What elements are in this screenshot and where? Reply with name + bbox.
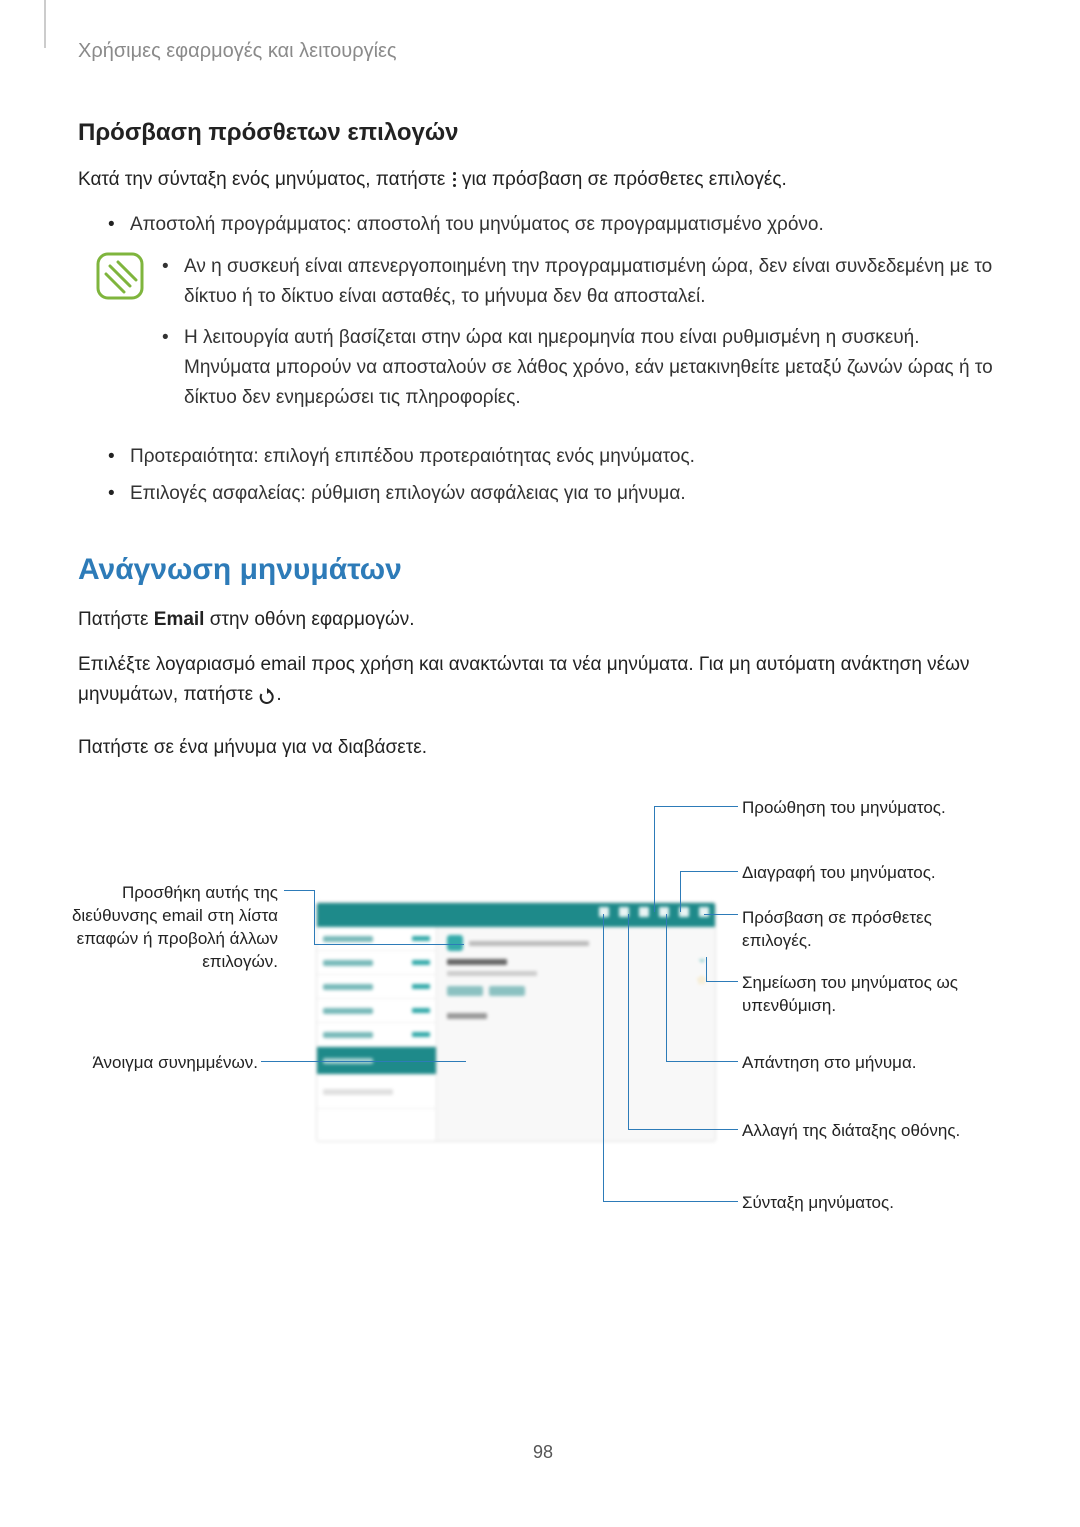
callout-flag: Σημείωση του μηνύματος ως υπενθύμιση.: [742, 972, 962, 1018]
leader-line: [680, 871, 681, 912]
leader-line: [666, 1061, 738, 1062]
leader-line: [628, 1129, 738, 1130]
option-security-label: Επιλογές ασφαλείας: [130, 483, 301, 504]
screenshot-message-list: [317, 927, 437, 1142]
p1-email-label: Email: [154, 609, 205, 630]
screenshot-message-pane: ⌄ ☆: [437, 927, 715, 1027]
option-priority-desc: : επιλογή επιπέδου προτεραιότητας ενός μ…: [253, 446, 694, 467]
more-menu-icon: [451, 171, 457, 189]
callout-add-contact: Προσθήκη αυτής της διεύθυνσης email στη …: [58, 882, 278, 974]
leader-line: [284, 890, 314, 891]
option-security-desc: : ρύθμιση επιλογών ασφάλειας για το μήνυ…: [301, 483, 686, 504]
intro-paragraph: Κατά την σύνταξη ενός μηνύματος, πατήστε…: [78, 165, 1008, 194]
leader-line: [261, 1061, 466, 1062]
option-schedule-send-desc: : αποστολή του μηνύματος σε προγραμματισ…: [346, 214, 824, 235]
callout-reply: Απάντηση στο μήνυμα.: [742, 1052, 917, 1075]
annotated-screenshot-diagram: ⌄ ☆ Προσθήκη αυτής της διεύθυνσης email …: [58, 782, 978, 1232]
leader-line: [704, 914, 738, 915]
section-heading-read-messages: Ανάγνωση μηνυμάτων: [78, 553, 1008, 587]
note-icon: [96, 252, 144, 300]
note-item-1: Αν η συσκευή είναι απενεργοποιημένη την …: [162, 252, 1008, 313]
leader-line: [314, 890, 315, 944]
callout-layout: Αλλαγή της διάταξης οθόνης.: [742, 1120, 960, 1143]
leader-line: [314, 944, 464, 945]
callout-more-options: Πρόσβαση σε πρόσθετες επιλογές.: [742, 907, 962, 953]
leader-line: [628, 914, 629, 1129]
note-box: Αν η συσκευή είναι απενεργοποιημένη την …: [96, 252, 1008, 424]
p2-text: Επιλέξτε λογαριασμό email προς χρήση και…: [78, 654, 970, 704]
callout-compose: Σύνταξη μηνύματος.: [742, 1192, 894, 1215]
leader-line: [654, 806, 738, 807]
options-list: Αποστολή προγράμματος: αποστολή του μηνύ…: [108, 210, 1008, 239]
list-item: Επιλογές ασφαλείας: ρύθμιση επιλογών ασφ…: [108, 479, 1008, 508]
section-heading-access-options: Πρόσβαση πρόσθετων επιλογών: [78, 119, 1008, 147]
leader-line: [666, 914, 667, 1061]
intro-text-after: για πρόσβαση σε πρόσθετες επιλογές.: [462, 169, 787, 190]
leader-line: [603, 914, 604, 1201]
note-item-2: Η λειτουργία αυτή βασίζεται στην ώρα και…: [162, 323, 1008, 414]
option-schedule-send-label: Αποστολή προγράμματος: [130, 214, 346, 235]
callout-open-attachments: Άνοιγμα συνημμένων.: [58, 1052, 258, 1075]
leader-line: [603, 1201, 738, 1202]
paragraph: Πατήστε σε ένα μήνυμα για να διαβάσετε.: [78, 733, 1008, 762]
list-item: Προτεραιότητα: επιλογή επιπέδου προτεραι…: [108, 442, 1008, 471]
leader-line: [706, 981, 738, 982]
leader-line: [680, 871, 738, 872]
intro-text-before: Κατά την σύνταξη ενός μηνύματος, πατήστε: [78, 169, 451, 190]
p1-after: στην οθόνη εφαρμογών.: [204, 609, 414, 630]
p1-before: Πατήστε: [78, 609, 154, 630]
paragraph: Επιλέξτε λογαριασμό email προς χρήση και…: [78, 650, 1008, 709]
p2-period: .: [276, 684, 281, 705]
option-priority-label: Προτεραιότητα: [130, 446, 253, 467]
breadcrumb: Χρήσιμες εφαρμογές και λειτουργίες: [78, 40, 1008, 63]
email-app-screenshot: ⌄ ☆: [316, 902, 716, 1142]
paragraph: Πατήστε Email στην οθόνη εφαρμογών.: [78, 605, 1008, 634]
leader-line: [654, 806, 655, 912]
options-list-continued: Προτεραιότητα: επιλογή επιπέδου προτεραι…: [108, 442, 1008, 509]
screenshot-topbar: [317, 903, 715, 927]
page-tab-mark: [44, 0, 46, 48]
refresh-icon: [258, 686, 276, 704]
callout-forward: Προώθηση του μηνύματος.: [742, 797, 946, 820]
list-item: Αποστολή προγράμματος: αποστολή του μηνύ…: [108, 210, 1008, 239]
page-number: 98: [78, 1442, 1008, 1463]
leader-line: [706, 957, 707, 981]
callout-delete: Διαγραφή του μηνύματος.: [742, 862, 936, 885]
